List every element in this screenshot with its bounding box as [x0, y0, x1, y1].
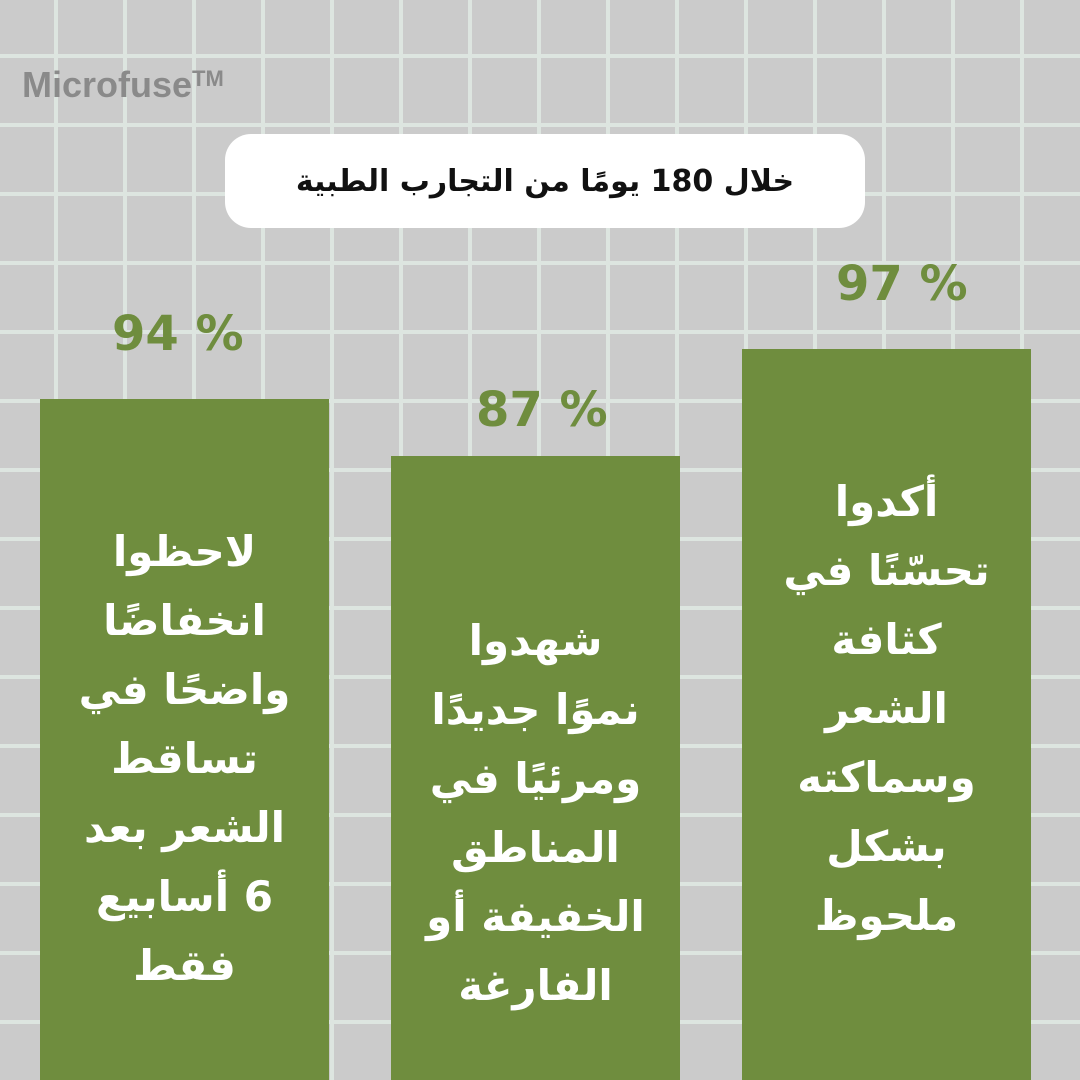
bar-text-line: بشكل [826, 822, 947, 871]
bar-text-line: كثافة [831, 615, 942, 664]
bar-text-line: الشعر [825, 684, 948, 733]
bar-text-line: 6 أسابيع [96, 872, 273, 921]
brand-logo: MicrofuseTM [22, 64, 224, 106]
chart-title: خلال 180 يومًا من التجارب الطبية [295, 163, 795, 199]
brand-name: Microfuse [22, 64, 193, 105]
bar-text-line: الخفيفة أو [426, 892, 645, 941]
bar-text-line: واضحًا في [78, 665, 291, 714]
bar-description: شهدوا نموًا جديدًا ومرئيًا في المناطق ال… [416, 606, 656, 1080]
bar: لاحظوا انخفاضًا واضحًا في تساقط الشعر بع… [40, 399, 329, 1080]
bar-value-label: 87 % [476, 382, 608, 438]
bar-text-line: انخفاضًا [103, 596, 266, 645]
bar-text-line: نموًا جديدًا [431, 685, 640, 734]
bar-text-line: الفارغة [458, 961, 613, 1010]
bar-text-line: وسماكته [797, 753, 976, 802]
trademark-mark: TM [192, 66, 224, 91]
bar-description: لاحظوا انخفاضًا واضحًا في تساقط الشعر بع… [65, 517, 305, 1080]
title-card: خلال 180 يومًا من التجارب الطبية [225, 134, 865, 228]
bar-text-line: الشعر بعد [83, 803, 286, 852]
bar-text-line: ومرئيًا في [429, 754, 642, 803]
bar-text-line: المناطق [451, 823, 620, 872]
bar-text-line: تحسّنًا في [783, 546, 990, 595]
bar: أكدوا تحسّنًا في كثافة الشعر وسماكته بشك… [742, 349, 1031, 1080]
bar-value-label: 94 % [112, 306, 244, 362]
bar-text-line: فقط [133, 941, 236, 990]
bar-text-line: تساقط [111, 734, 258, 783]
bar-description: أكدوا تحسّنًا في كثافة الشعر وسماكته بشك… [767, 467, 1007, 1080]
bar-value-label: 97 % [836, 256, 968, 312]
bar-text-line: شهدوا [468, 616, 603, 665]
bar-text-line: لاحظوا [112, 527, 257, 576]
bar-text-line: ملحوظ [814, 891, 959, 940]
bar-text-line: أكدوا [834, 477, 939, 526]
bar: شهدوا نموًا جديدًا ومرئيًا في المناطق ال… [391, 456, 680, 1080]
